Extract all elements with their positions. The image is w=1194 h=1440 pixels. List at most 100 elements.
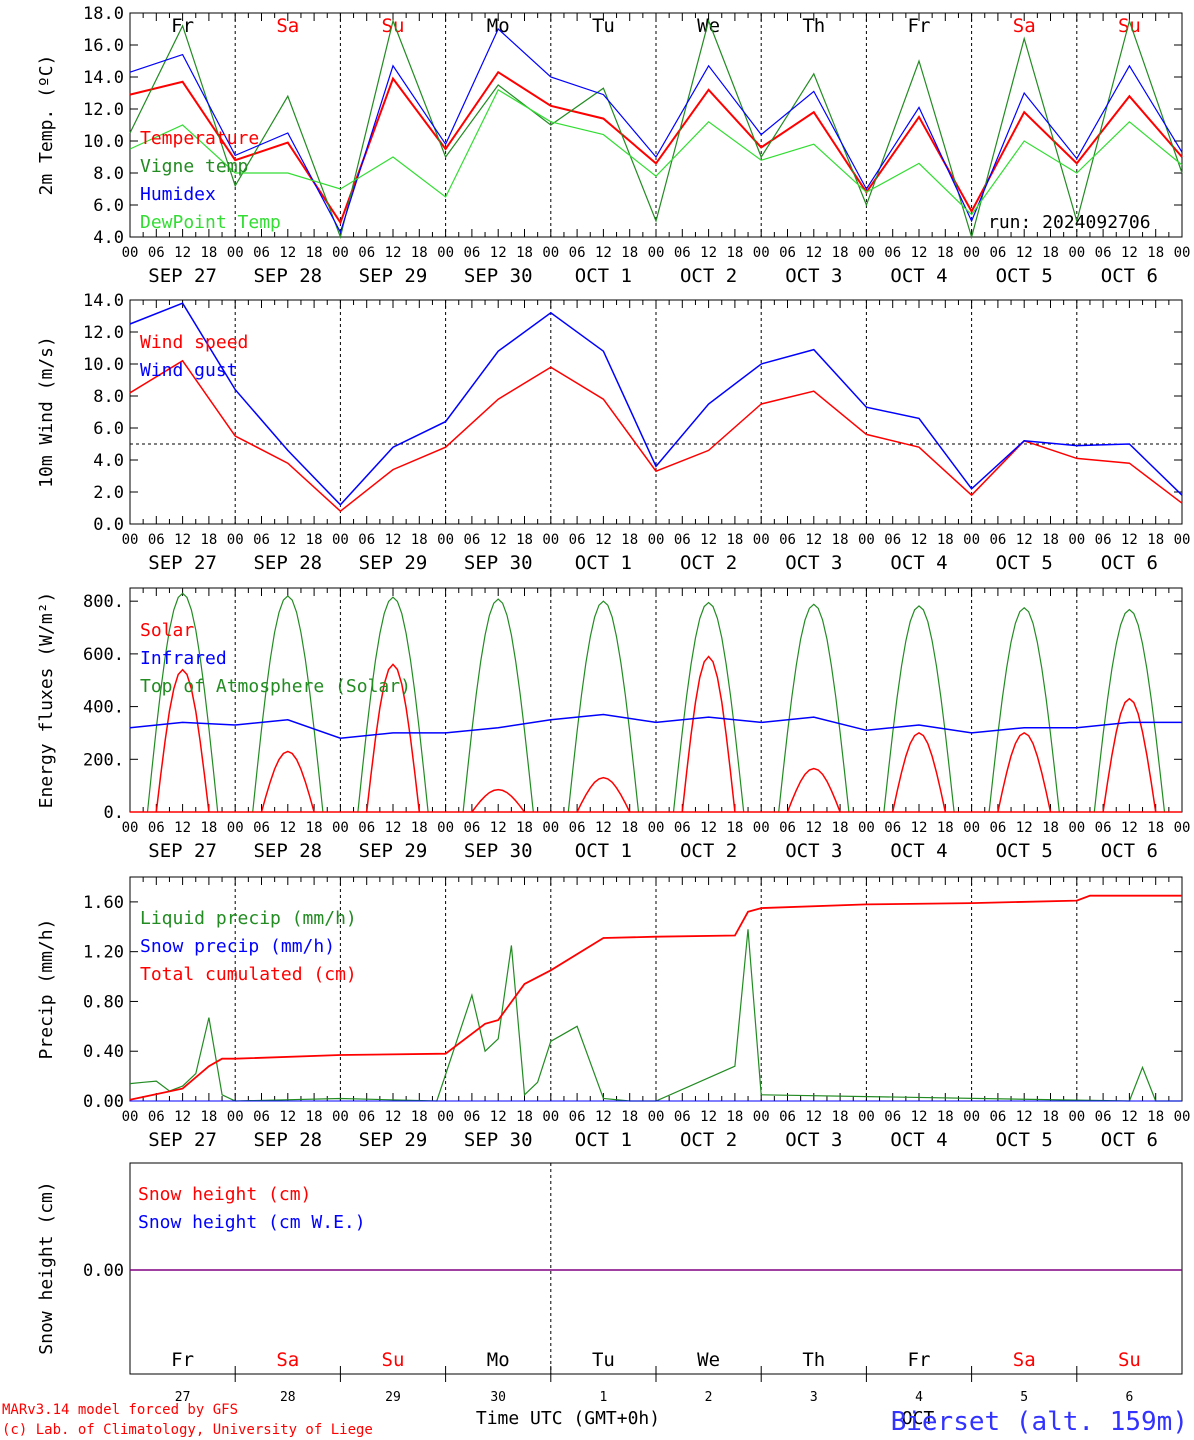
hour-tick-label: 12	[490, 245, 507, 261]
hour-tick-label: 00	[648, 245, 665, 261]
hour-tick-label: 06	[358, 532, 375, 548]
hour-tick-label: 18	[726, 820, 743, 836]
date-label: SEP 30	[464, 1129, 533, 1151]
y-tick-label: 10.0	[83, 132, 124, 152]
hour-tick-label: 06	[358, 245, 375, 261]
hour-tick-label: 12	[279, 245, 296, 261]
legend-temperature: Temperature	[140, 128, 259, 149]
solar-curve	[365, 663, 421, 813]
legend-humidex: Humidex	[140, 184, 216, 205]
date-label: OCT 4	[890, 840, 947, 862]
hour-tick-label: 18	[200, 820, 217, 836]
hour-tick-label: 12	[385, 1109, 402, 1125]
weekday-footer: Th	[802, 1349, 825, 1371]
solar-curve	[997, 732, 1052, 813]
oct-month-label: OCT	[902, 1408, 935, 1429]
legend-vigne-temp: Vigne temp	[140, 156, 248, 177]
hour-tick-label: 06	[358, 1109, 375, 1125]
hour-tick-label: 18	[1042, 245, 1059, 261]
hour-tick-label: 06	[1095, 1109, 1112, 1125]
date-label: OCT 1	[575, 1129, 632, 1151]
hour-tick-label: 06	[253, 820, 270, 836]
day-number: 3	[810, 1390, 818, 1405]
date-label: OCT 6	[1101, 840, 1158, 862]
date-label: SEP 30	[464, 840, 533, 862]
solar-curve	[155, 668, 210, 813]
hour-tick-label: 06	[989, 1109, 1006, 1125]
hour-tick-label: 00	[122, 532, 139, 548]
legend-total-cumulated: Total cumulated (cm)	[140, 964, 357, 985]
hour-tick-label: 06	[1095, 532, 1112, 548]
hour-tick-label: 12	[1121, 532, 1138, 548]
legend-infrared: Infrared	[140, 648, 227, 669]
day-number: 28	[280, 1390, 296, 1405]
hour-tick-label: 06	[989, 245, 1006, 261]
hour-tick-label: 18	[937, 820, 954, 836]
date-label: SEP 28	[253, 1129, 322, 1151]
toa-solar-curve	[462, 598, 534, 813]
hour-tick-label: 00	[858, 532, 875, 548]
date-label: OCT 3	[785, 265, 842, 287]
hour-tick-label: 00	[542, 245, 559, 261]
station-name: Bierset (alt. 159m)	[891, 1407, 1188, 1437]
hour-tick-label: 00	[437, 1109, 454, 1125]
hour-tick-label: 12	[490, 532, 507, 548]
date-label: OCT 6	[1101, 1129, 1158, 1151]
y-tick-label: 6.0	[93, 419, 124, 439]
model-credit: MARv3.14 model forced by GFS	[2, 1402, 238, 1418]
hour-tick-label: 12	[385, 532, 402, 548]
toa-solar-curve	[567, 600, 640, 813]
hour-tick-label: 18	[1147, 245, 1164, 261]
hour-tick-label: 18	[411, 532, 428, 548]
hour-tick-label: 18	[1042, 532, 1059, 548]
y-tick-label: 10.0	[83, 355, 124, 375]
legend-dewpoint: DewPoint Temp	[140, 212, 281, 233]
hour-tick-label: 00	[437, 532, 454, 548]
hour-tick-label: 12	[1016, 245, 1033, 261]
hour-tick-label: 06	[253, 532, 270, 548]
legend-liquid-precip: Liquid precip (mm/h)	[140, 908, 357, 929]
precip-axis-title: Precip (mm/h)	[36, 919, 57, 1060]
solar-curve	[576, 776, 631, 813]
hour-tick-label: 00	[227, 820, 244, 836]
hour-tick-label: 06	[148, 532, 165, 548]
day-number: 30	[490, 1390, 506, 1405]
y-tick-label: 16.0	[83, 36, 124, 56]
y-tick-label: 2.0	[93, 483, 124, 503]
hour-tick-label: 06	[674, 532, 691, 548]
y-tick-label: 18.0	[83, 4, 124, 24]
date-label: OCT 2	[680, 840, 737, 862]
date-label: OCT 3	[785, 840, 842, 862]
legend-snow-precip: Snow precip (mm/h)	[140, 936, 335, 957]
hour-tick-label: 12	[700, 820, 717, 836]
hour-tick-label: 12	[1121, 820, 1138, 836]
hour-tick-label: 18	[200, 245, 217, 261]
hour-tick-label: 12	[279, 820, 296, 836]
hour-tick-label: 12	[595, 532, 612, 548]
hour-tick-label: 18	[306, 245, 323, 261]
hour-tick-label: 18	[1042, 1109, 1059, 1125]
hour-tick-label: 18	[1042, 820, 1059, 836]
infrared-line	[129, 713, 1182, 739]
hour-tick-label: 12	[174, 820, 191, 836]
energy-panel-frame	[129, 587, 1183, 813]
hour-tick-label: 06	[253, 1109, 270, 1125]
date-label: SEP 27	[148, 1129, 217, 1151]
day-number: 27	[175, 1390, 191, 1405]
hour-tick-label: 18	[306, 820, 323, 836]
temp-series-line-1	[129, 18, 1183, 240]
hour-tick-label: 00	[1174, 1109, 1191, 1125]
solar-curve	[681, 655, 736, 813]
hour-tick-label: 12	[174, 532, 191, 548]
hour-tick-label: 18	[832, 820, 849, 836]
y-tick-label: 1.20	[83, 943, 124, 963]
hour-tick-label: 18	[306, 1109, 323, 1125]
hour-tick-label: 00	[963, 1109, 980, 1125]
day-number: 5	[1020, 1390, 1028, 1405]
date-label: OCT 1	[575, 265, 632, 287]
hour-tick-label: 18	[306, 532, 323, 548]
date-label: OCT 3	[785, 1129, 842, 1151]
weekday-footer: Su	[1118, 1349, 1141, 1371]
hour-tick-label: 00	[332, 245, 349, 261]
hour-tick-label: 00	[648, 1109, 665, 1125]
